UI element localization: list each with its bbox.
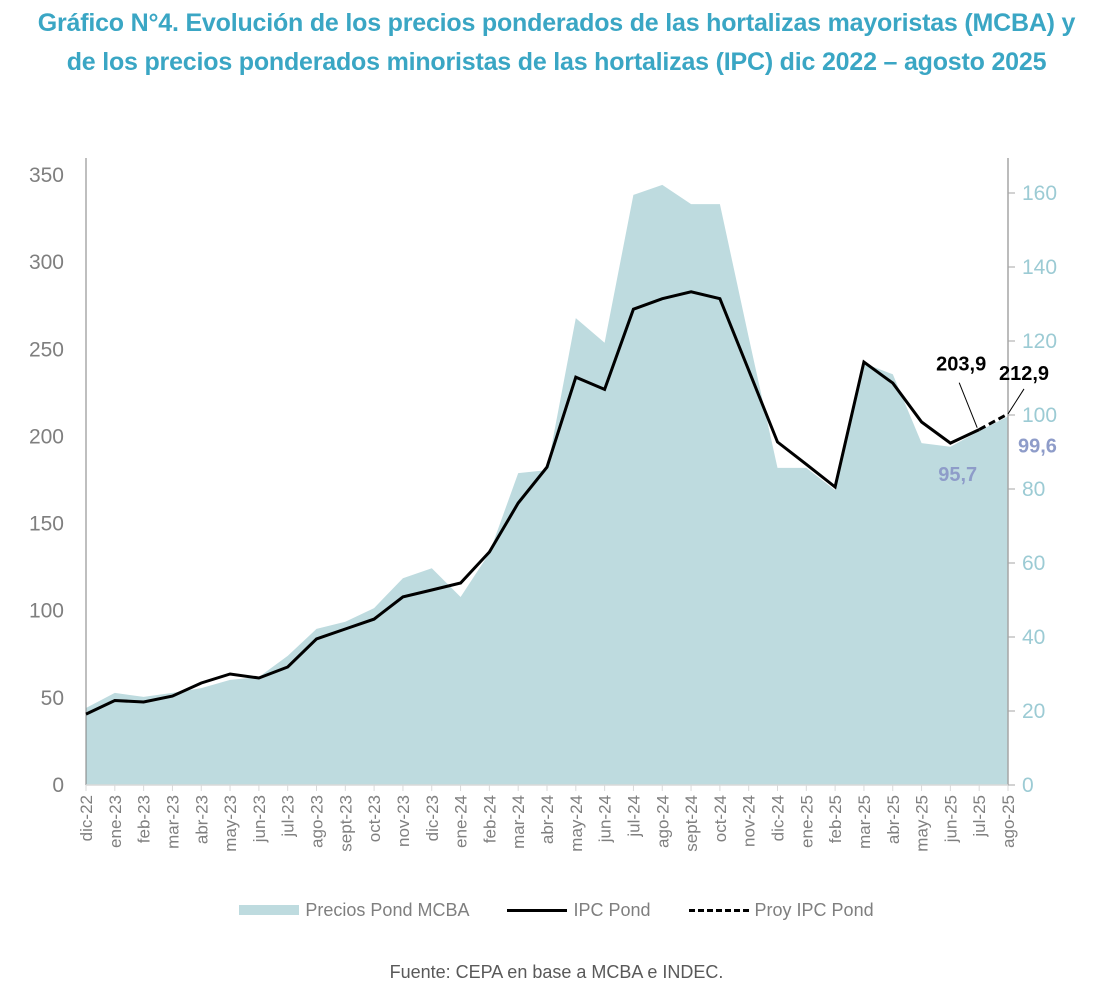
x-tick-label: mar-25 — [855, 795, 874, 849]
right-y-tick-label: 60 — [1022, 552, 1045, 575]
left-y-tick-label: 100 — [29, 600, 64, 623]
annotation-proy-ago25: 212,9 — [999, 363, 1049, 385]
legend-label-ipc: IPC Pond — [573, 899, 651, 920]
x-tick-label: nov-23 — [394, 795, 413, 847]
legend-swatch-area-icon — [239, 905, 300, 915]
x-tick-label: may-25 — [913, 795, 932, 852]
x-tick-label: oct-23 — [365, 795, 384, 842]
legend-item-proy: Proy IPC Pond — [688, 899, 874, 921]
legend-swatch-line-icon — [507, 908, 568, 912]
chart-title: Gráfico N°4. Evolución de los precios po… — [37, 9, 1076, 76]
legend-item-ipc: IPC Pond — [507, 899, 651, 921]
annotation-mcba-ago25: 99,6 — [1018, 435, 1057, 457]
right-y-tick-label: 120 — [1022, 330, 1057, 353]
x-tick-label: may-23 — [221, 795, 240, 852]
x-tick-label: jun-24 — [596, 795, 615, 843]
labels-layer: 203,9 212,9 95,7 99,6 — [936, 354, 1057, 486]
right-y-tick-label: 100 — [1022, 404, 1057, 427]
left-y-tick-label: 200 — [29, 425, 64, 448]
x-tick-label: dic-22 — [77, 795, 96, 841]
x-tick-label: ago-23 — [308, 795, 327, 848]
ipc-line — [85, 290, 980, 716]
x-tick-label: dic-24 — [769, 795, 788, 841]
x-tick-label: mar-23 — [163, 795, 182, 849]
legend-swatch-dashed-icon — [688, 908, 749, 912]
right-y-tick-label: 20 — [1022, 700, 1045, 723]
x-tick-label: feb-23 — [135, 795, 154, 843]
annotation-ipc-jul25: 203,9 — [936, 354, 986, 376]
x-tick-label: dic-23 — [423, 795, 442, 841]
legend: Precios Pond MCBA IPC Pond Proy IPC Pond — [0, 896, 1113, 924]
x-tick-label: abr-23 — [192, 795, 211, 844]
x-tick-label: ago-24 — [653, 795, 672, 848]
left-y-tick-label: 350 — [29, 164, 64, 187]
right-y-tick-label: 140 — [1022, 256, 1057, 279]
left-y-tick-label: 150 — [29, 513, 64, 536]
legend-label-proy: Proy IPC Pond — [754, 899, 874, 920]
legend-label-mcba: Precios Pond MCBA — [305, 899, 470, 920]
x-tick-label: ago-25 — [999, 795, 1018, 848]
right-y-tick-label: 160 — [1022, 182, 1057, 205]
x-tick-label: jun-23 — [250, 795, 269, 843]
right-y-tick-label: 0 — [1022, 774, 1034, 797]
proy-ipc-line — [978, 412, 1009, 431]
x-tick-label: jul-24 — [624, 795, 643, 838]
left-y-tick-label: 250 — [29, 338, 64, 361]
x-tick-label: may-24 — [567, 795, 586, 852]
x-tick-label: sept-23 — [336, 795, 355, 852]
x-tick-label: oct-24 — [711, 795, 730, 842]
annotation-mcba-jul25: 95,7 — [938, 464, 977, 486]
mcba-area-layer — [86, 184, 1008, 785]
ipc-line-layer — [85, 290, 1009, 716]
legend-item-mcba: Precios Pond MCBA — [239, 900, 469, 921]
annotation-leader-line — [958, 382, 978, 428]
x-tick-label: jul-23 — [279, 795, 298, 838]
right-y-tick-label: 40 — [1022, 626, 1045, 649]
x-tick-label: nov-24 — [740, 795, 759, 847]
left-y-tick-label: 50 — [41, 687, 64, 710]
x-tick-label: feb-24 — [480, 795, 499, 843]
x-tick-label: sept-24 — [682, 795, 701, 852]
x-tick-label: abr-24 — [538, 795, 557, 844]
x-tick-label: ene-23 — [106, 795, 125, 848]
x-tick-label: jul-25 — [970, 795, 989, 838]
source-note: Fuente: CEPA en base a MCBA e INDEC. — [389, 962, 724, 982]
left-y-tick-label: 0 — [52, 774, 64, 797]
left-y-tick-label: 300 — [29, 251, 64, 274]
x-tick-label: abr-25 — [884, 795, 903, 844]
x-tick-label: ene-25 — [797, 795, 816, 848]
chart-plot: dic-22 ene-23 feb-23 mar-23 abr-23 may-23 jun-… — [29, 158, 1057, 852]
axes-layer: dic-22 ene-23 feb-23 mar-23 abr-23 may-23 jun-… — [29, 158, 1057, 852]
right-y-tick-label: 80 — [1022, 478, 1045, 501]
x-tick-label: feb-25 — [826, 795, 845, 843]
mcba-area — [86, 184, 1008, 785]
annotation-leader-line — [1007, 388, 1025, 415]
x-tick-label: jun-25 — [941, 795, 960, 843]
x-tick-label: mar-24 — [509, 795, 528, 849]
x-tick-label: ene-24 — [452, 795, 471, 848]
